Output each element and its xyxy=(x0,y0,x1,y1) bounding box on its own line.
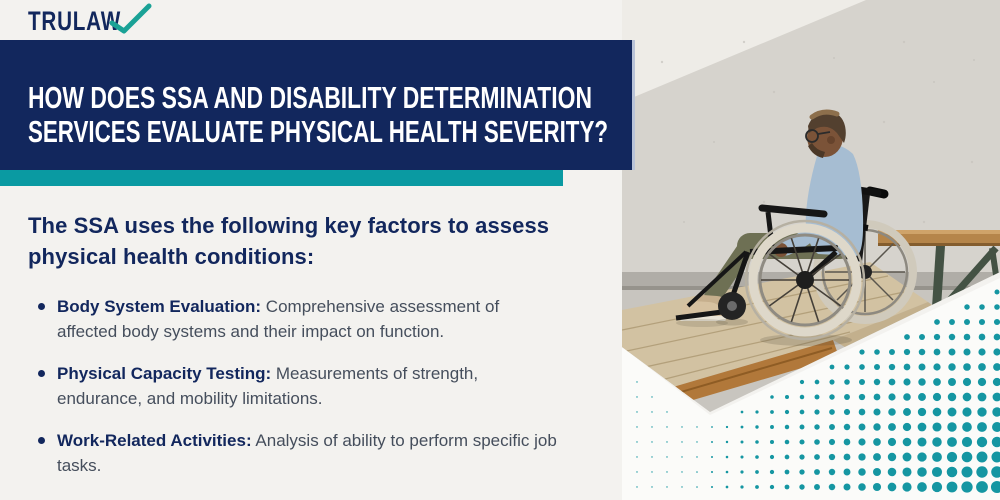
list-item: Body System Evaluation: Comprehensive as… xyxy=(38,294,563,344)
heading-line-2: SERVICES EVALUATE PHYSICAL HEALTH SEVERI… xyxy=(28,114,608,149)
wheelchair-and-man xyxy=(675,109,917,346)
list-item: Physical Capacity Testing: Measurements … xyxy=(38,361,563,411)
photo-scene xyxy=(622,0,1000,412)
item-text: Analysis of ability to perform specific … xyxy=(57,431,557,475)
subheading: The SSA uses the following key factors t… xyxy=(28,213,550,269)
bullet-point-icon xyxy=(38,370,45,377)
list-item-text-wrap: Body System Evaluation: Comprehensive as… xyxy=(57,294,563,344)
list-item-text-wrap: Physical Capacity Testing: Measurements … xyxy=(57,361,563,411)
heading-line-1: HOW DOES SSA AND DISABILITY DETERMINATIO… xyxy=(28,80,592,115)
list-item: Work-Related Activities: Analysis of abi… xyxy=(38,428,563,478)
key-factors-list: Body System Evaluation: Comprehensive as… xyxy=(28,294,613,478)
bullet-point-icon xyxy=(38,437,45,444)
logo-checkmark-icon xyxy=(109,3,152,34)
item-text: Measurements of strength, endurance, and… xyxy=(57,364,479,408)
glasses-icon xyxy=(805,129,819,143)
bullet-point-icon xyxy=(38,303,45,310)
trulaw-logo: TRULAW xyxy=(28,3,152,36)
logo-text: TRULAW xyxy=(28,6,121,36)
man-in-wheelchair-photo xyxy=(622,0,1000,412)
item-label: Body System Evaluation: xyxy=(57,297,262,316)
head xyxy=(805,109,846,158)
item-label: Work-Related Activities: xyxy=(57,431,252,450)
wheelchair-near-wheel xyxy=(744,219,866,341)
item-text: Comprehensive assessment of affected bod… xyxy=(57,297,500,341)
item-label: Physical Capacity Testing: xyxy=(57,364,272,383)
main-heading: HOW DOES SSA AND DISABILITY DETERMINATIO… xyxy=(28,80,608,149)
content: The SSA uses the following key factors t… xyxy=(28,210,613,495)
title-banner: HOW DOES SSA AND DISABILITY DETERMINATIO… xyxy=(0,40,635,170)
teal-divider xyxy=(0,170,563,186)
list-item-text-wrap: Work-Related Activities: Analysis of abi… xyxy=(57,428,563,478)
